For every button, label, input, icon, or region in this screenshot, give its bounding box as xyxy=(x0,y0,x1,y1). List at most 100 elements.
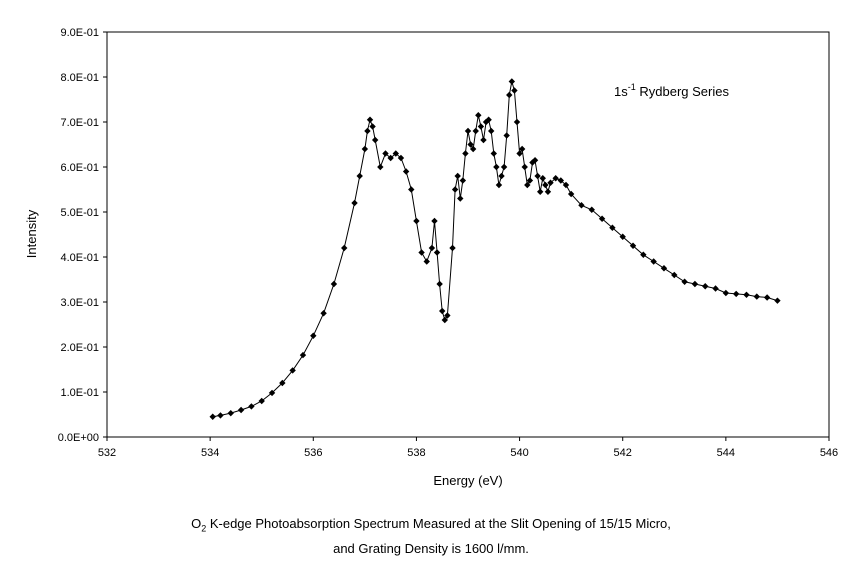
data-point xyxy=(531,157,539,164)
data-point xyxy=(567,190,575,198)
data-point xyxy=(436,280,443,288)
data-point xyxy=(544,188,552,195)
data-point xyxy=(387,154,394,162)
x-tick-label: 532 xyxy=(98,447,116,459)
data-point xyxy=(547,179,554,186)
data-point xyxy=(268,389,276,397)
data-point xyxy=(431,217,438,225)
data-point xyxy=(418,249,425,256)
data-point xyxy=(493,163,500,171)
data-point xyxy=(539,175,546,182)
data-point xyxy=(428,244,436,252)
data-point xyxy=(392,150,399,157)
data-point xyxy=(598,215,606,222)
annotation-rydberg: 1s-1 Rydberg Series xyxy=(614,82,729,99)
data-point xyxy=(516,150,523,157)
data-point xyxy=(542,181,549,189)
data-point xyxy=(562,181,570,189)
data-point xyxy=(508,78,516,85)
data-point xyxy=(511,87,518,94)
data-point xyxy=(503,132,510,139)
data-point xyxy=(397,154,405,162)
data-point xyxy=(217,412,224,419)
x-axis-title: Energy (eV) xyxy=(433,473,502,488)
data-point xyxy=(753,293,760,300)
data-point xyxy=(449,244,456,252)
data-point xyxy=(524,181,531,189)
caption-line-2: and Grating Density is 1600 l/mm. xyxy=(333,540,529,556)
data-point xyxy=(578,202,585,209)
y-axis-title: Intensity xyxy=(24,209,39,258)
x-tick-label: 544 xyxy=(717,447,735,459)
data-point xyxy=(743,291,750,298)
data-point xyxy=(518,145,526,153)
annotation-prefix: 1s xyxy=(614,84,628,99)
data-point xyxy=(441,316,448,324)
data-point xyxy=(490,150,497,157)
y-tick-label: 7.0E-01 xyxy=(60,117,99,129)
y-axis-ticks: 0.0E+00 1.0E-01 2.0E-01 3.0E-01 4.0E-01 5.0E-… xyxy=(58,27,107,444)
data-point xyxy=(330,280,338,288)
data-point xyxy=(513,118,521,126)
data-point xyxy=(498,172,505,180)
data-point xyxy=(526,177,534,184)
data-point xyxy=(671,271,678,279)
data-point xyxy=(209,413,216,420)
y-tick-label: 1.0E-01 xyxy=(60,387,99,399)
data-point xyxy=(650,258,657,265)
data-point xyxy=(529,159,536,166)
data-point xyxy=(457,195,464,202)
data-point xyxy=(237,406,245,414)
data-point xyxy=(537,188,544,195)
data-point xyxy=(227,409,234,417)
data-point xyxy=(712,285,719,292)
data-point xyxy=(557,177,565,184)
data-point xyxy=(629,242,637,249)
data-point xyxy=(341,244,348,252)
data-point xyxy=(552,175,559,182)
data-point xyxy=(320,310,327,317)
data-point xyxy=(356,172,363,180)
data-point xyxy=(459,177,467,184)
x-tick-label: 536 xyxy=(304,447,322,459)
x-axis-ticks: 532 534 536 538 540 542 544 546 xyxy=(98,437,838,459)
data-point xyxy=(423,258,430,265)
x-tick-label: 540 xyxy=(510,447,528,459)
data-point xyxy=(248,403,255,410)
data-point xyxy=(382,150,389,157)
data-point xyxy=(681,278,688,285)
data-point xyxy=(369,123,376,130)
plot-area xyxy=(106,31,830,438)
y-tick-label: 2.0E-01 xyxy=(60,342,99,354)
data-point xyxy=(588,206,595,213)
y-tick-label: 6.0E-01 xyxy=(60,162,99,174)
y-tick-label: 0.0E+00 xyxy=(58,432,99,444)
data-point xyxy=(439,307,446,315)
data-point xyxy=(521,163,528,171)
x-tick-label: 538 xyxy=(407,447,425,459)
data-point xyxy=(377,163,384,171)
data-point xyxy=(691,280,699,288)
data-point xyxy=(451,186,459,193)
data-point xyxy=(279,379,286,387)
data-point xyxy=(609,224,616,231)
x-tick-label: 542 xyxy=(614,447,632,459)
data-point xyxy=(408,186,415,193)
y-tick-label: 5.0E-01 xyxy=(60,207,99,219)
data-point xyxy=(480,136,487,144)
data-point xyxy=(732,290,740,298)
data-point xyxy=(289,367,296,374)
data-point xyxy=(469,145,477,153)
data-point xyxy=(640,251,647,258)
annotation-suffix: Rydberg Series xyxy=(636,84,730,99)
y-tick-label: 3.0E-01 xyxy=(60,297,99,309)
x-tick-label: 534 xyxy=(201,447,219,459)
data-point xyxy=(351,199,358,207)
data-point xyxy=(763,294,771,301)
data-point xyxy=(702,283,709,290)
y-tick-label: 4.0E-01 xyxy=(60,252,99,264)
data-point xyxy=(488,127,495,135)
data-point xyxy=(495,181,503,189)
y-tick-label: 8.0E-01 xyxy=(60,72,99,84)
data-point xyxy=(477,123,485,130)
